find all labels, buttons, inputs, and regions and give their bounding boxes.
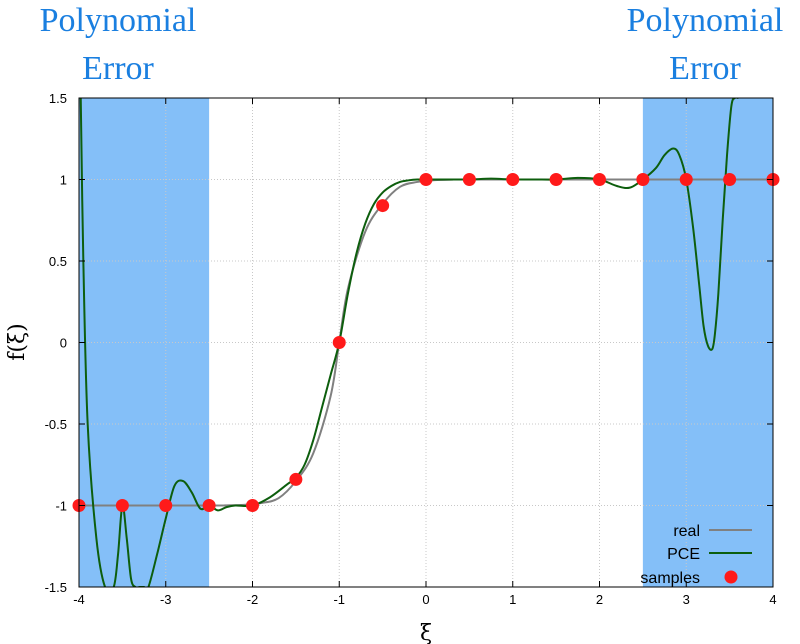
legend-label-PCE: PCE — [667, 546, 700, 563]
sample-point — [549, 173, 563, 186]
annotations: Polynomial Error Polynomial Error — [40, 2, 784, 87]
legend-swatch-samples — [724, 570, 738, 584]
y-tick-label: 1 — [60, 173, 67, 188]
sample-points — [72, 173, 780, 512]
sample-point — [419, 173, 433, 186]
sample-point — [159, 499, 173, 512]
sample-point — [593, 173, 606, 186]
sample-point — [202, 499, 216, 512]
x-tick-label: -1 — [333, 592, 345, 607]
sample-point — [115, 499, 129, 512]
sample-point — [376, 199, 390, 213]
sample-point — [246, 499, 259, 512]
axis-ticks: -4 -3 -2 -1 0 1 2 3 4 1.5 1 0.5 0 -0.5 -1 -1.5 — [45, 91, 777, 607]
annotation-2-line-1: Polynomial — [627, 2, 784, 39]
x-tick-label: 4 — [769, 592, 776, 607]
x-tick-label: 3 — [683, 592, 690, 607]
y-tick-label: 0.5 — [49, 254, 67, 269]
x-tick-label: 0 — [422, 592, 429, 607]
legend-label-real: real — [673, 523, 700, 540]
x-tick-label: 2 — [596, 592, 603, 607]
legend-label-samples: samples — [640, 570, 700, 587]
sample-point — [462, 173, 476, 186]
annotation-2-line-2: Error — [669, 50, 741, 87]
x-tick-label: -2 — [247, 592, 259, 607]
sample-point — [679, 173, 693, 186]
y-axis-label: f(ξ) — [5, 323, 30, 360]
x-tick-label: 1 — [509, 592, 516, 607]
sample-point — [506, 173, 520, 186]
y-tick-label: 0 — [60, 336, 67, 351]
shaded-regions — [79, 98, 773, 587]
x-tick-label: -3 — [160, 592, 172, 607]
series-pce-line — [79, 98, 739, 587]
sample-point — [636, 173, 650, 186]
sample-point — [723, 173, 737, 186]
y-tick-label: -1 — [55, 499, 67, 514]
error-region-2 — [642, 98, 773, 587]
annotation-1-line-1: Polynomial — [40, 2, 197, 39]
error-region-1 — [79, 98, 210, 587]
series-lines — [79, 98, 773, 587]
annotation-1-line-2: Error — [82, 50, 154, 87]
x-tick-label: -4 — [73, 592, 85, 607]
legend: real PCE samples — [640, 523, 752, 587]
y-tick-label: -1.5 — [45, 580, 67, 595]
sample-point — [289, 472, 303, 486]
y-tick-label: 1.5 — [49, 91, 67, 106]
x-axis-label: ξ — [420, 621, 432, 644]
sample-point — [332, 336, 346, 349]
y-tick-label: -0.5 — [45, 417, 67, 432]
